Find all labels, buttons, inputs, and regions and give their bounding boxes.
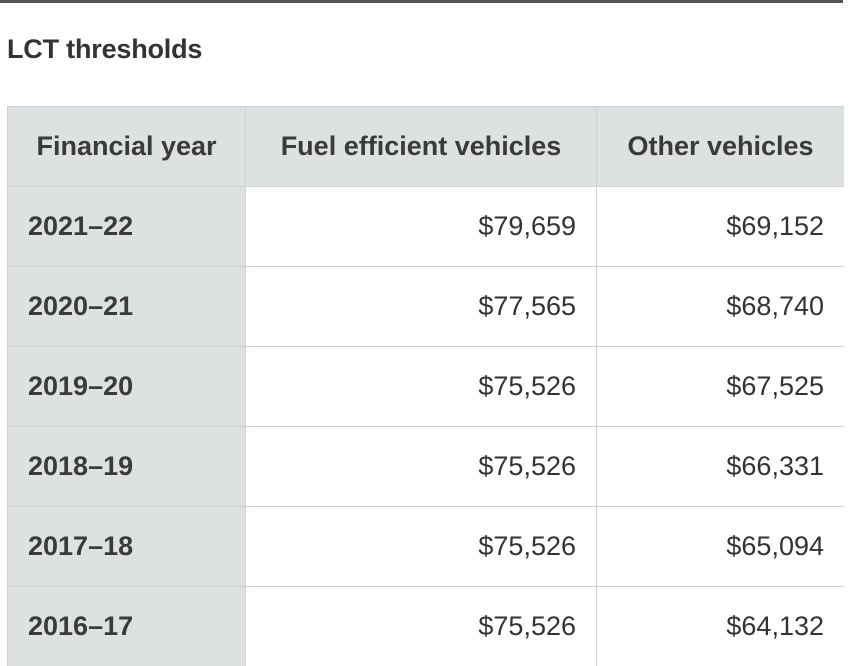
lct-thresholds-table: Financial year Fuel efficient vehicles O… (7, 106, 844, 666)
other-vehicles-threshold-cell: $64,132 (597, 587, 845, 666)
fuel-efficient-threshold-cell: $75,526 (246, 587, 597, 666)
fuel-efficient-threshold-cell: $75,526 (246, 347, 597, 427)
fuel-efficient-threshold-cell: $75,526 (246, 427, 597, 507)
financial-year-cell: 2020–21 (8, 267, 246, 347)
table-row: 2020–21 $77,565 $68,740 (8, 267, 845, 347)
table-row: 2017–18 $75,526 $65,094 (8, 507, 845, 587)
header-financial-year: Financial year (8, 107, 246, 187)
table-row: 2021–22 $79,659 $69,152 (8, 187, 845, 267)
financial-year-cell: 2016–17 (8, 587, 246, 666)
header-fuel-efficient-vehicles: Fuel efficient vehicles (246, 107, 597, 187)
fuel-efficient-threshold-cell: $77,565 (246, 267, 597, 347)
fuel-efficient-threshold-cell: $79,659 (246, 187, 597, 267)
other-vehicles-threshold-cell: $66,331 (597, 427, 845, 507)
table-row: 2016–17 $75,526 $64,132 (8, 587, 845, 666)
section-title: LCT thresholds (7, 34, 202, 65)
top-divider (0, 0, 843, 3)
table-row: 2019–20 $75,526 $67,525 (8, 347, 845, 427)
financial-year-cell: 2017–18 (8, 507, 246, 587)
table-row: 2018–19 $75,526 $66,331 (8, 427, 845, 507)
other-vehicles-threshold-cell: $67,525 (597, 347, 845, 427)
financial-year-cell: 2019–20 (8, 347, 246, 427)
other-vehicles-threshold-cell: $69,152 (597, 187, 845, 267)
header-other-vehicles: Other vehicles (597, 107, 845, 187)
table-header-row: Financial year Fuel efficient vehicles O… (8, 107, 845, 187)
other-vehicles-threshold-cell: $65,094 (597, 507, 845, 587)
table-container[interactable]: Financial year Fuel efficient vehicles O… (7, 106, 844, 666)
fuel-efficient-threshold-cell: $75,526 (246, 507, 597, 587)
financial-year-cell: 2018–19 (8, 427, 246, 507)
financial-year-cell: 2021–22 (8, 187, 246, 267)
other-vehicles-threshold-cell: $68,740 (597, 267, 845, 347)
